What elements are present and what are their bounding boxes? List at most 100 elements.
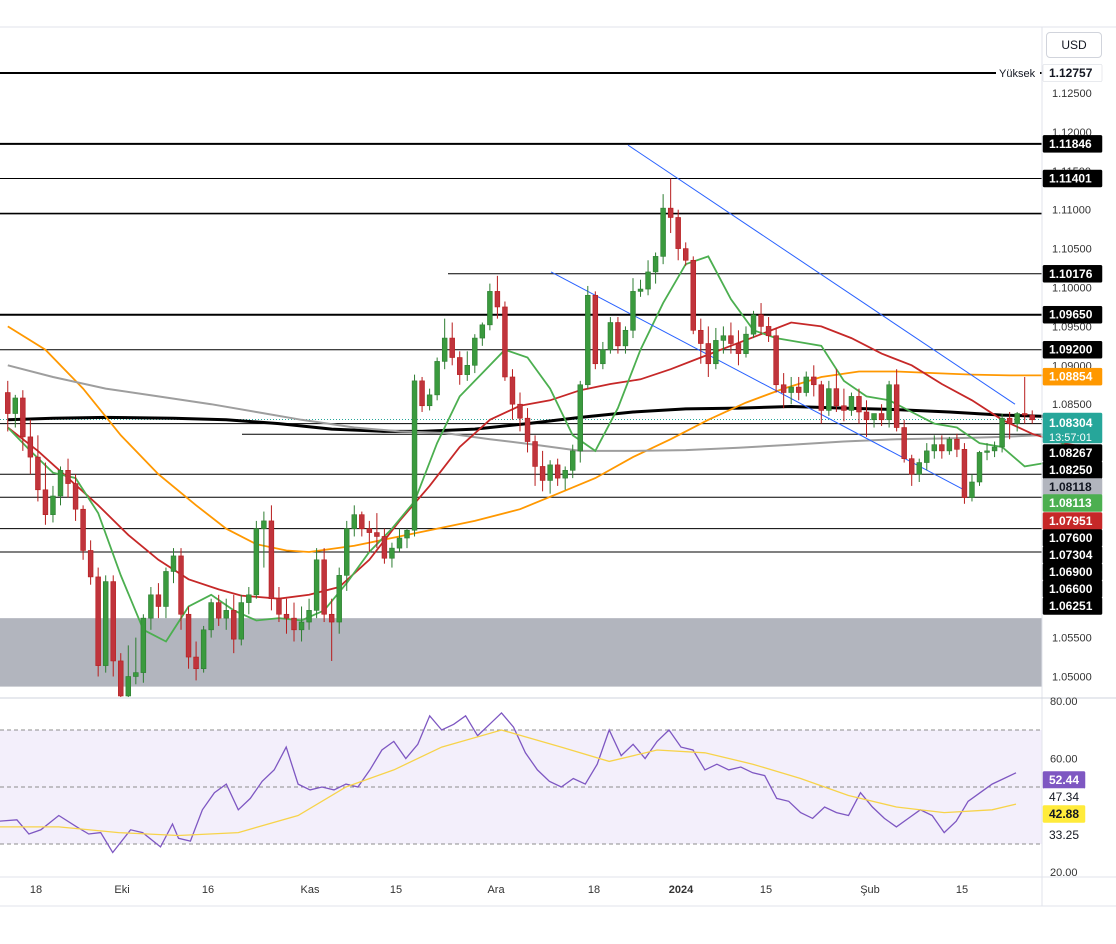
candle-body — [253, 528, 260, 596]
candle-body — [27, 436, 34, 458]
price-label-text: 1.06251 — [1049, 599, 1093, 613]
candle-body — [125, 676, 132, 697]
candle-body — [276, 598, 282, 615]
price-label-text: 1.11846 — [1049, 137, 1092, 151]
candle-body — [517, 403, 523, 419]
price-label-text: 1.08304 — [1049, 416, 1093, 430]
candle-body — [615, 322, 621, 347]
candle-body — [42, 489, 49, 515]
price-axis-tick: 1.12500 — [1052, 88, 1092, 100]
candle-body — [562, 470, 568, 479]
candle-body — [193, 656, 199, 670]
candle-body — [675, 217, 681, 249]
rsi-label-text: 33.25 — [1049, 828, 1079, 842]
candle-body — [283, 613, 290, 619]
candle-body — [374, 532, 380, 537]
candle-body — [411, 380, 418, 531]
candle-body — [577, 384, 583, 452]
candle-body — [554, 464, 561, 479]
candle-body — [667, 207, 674, 218]
candle-body — [291, 617, 297, 631]
candle-body — [298, 621, 305, 631]
candle-body — [313, 559, 320, 611]
candle-body — [698, 329, 704, 344]
candle-body — [359, 514, 365, 529]
time-axis-tick: 18 — [30, 884, 42, 896]
price-label-text: 1.07304 — [1049, 548, 1093, 562]
candle-body — [57, 470, 64, 497]
candle-body — [178, 555, 184, 615]
candle-body — [735, 343, 742, 354]
candle-body — [148, 594, 154, 619]
candle-body — [803, 376, 809, 393]
time-axis-tick: Ara — [487, 884, 505, 896]
candle-body — [419, 380, 425, 407]
trend-channel-line — [627, 144, 1016, 405]
candle-body — [344, 528, 350, 576]
rsi-label-bg — [1042, 826, 1086, 844]
candle-body — [720, 335, 727, 341]
price-label-text: 1.12757 — [1049, 66, 1093, 80]
price-label-text: 1.06600 — [1049, 582, 1093, 596]
candle-body — [570, 450, 576, 471]
candle-body — [472, 337, 478, 366]
candle-body — [908, 458, 915, 475]
time-axis-tick: 16 — [202, 884, 214, 896]
price-axis-tick: 1.08500 — [1052, 399, 1092, 411]
candle-body — [389, 547, 395, 559]
candle-body — [110, 581, 116, 662]
candle-body — [713, 340, 719, 365]
moving-average-line — [7, 321, 1086, 600]
candle-body — [336, 575, 342, 623]
price-label-text: 1.08250 — [1049, 463, 1093, 477]
moving-average-line — [7, 325, 1086, 553]
time-axis-tick: 2024 — [669, 884, 694, 896]
candle-body — [404, 529, 410, 539]
candle-body — [434, 361, 440, 396]
candle-body — [163, 571, 169, 607]
candle-body — [954, 438, 960, 450]
candle-body — [268, 520, 275, 600]
support-zone — [0, 618, 1042, 687]
candle-body — [871, 413, 877, 421]
price-label-text: 1.07951 — [1049, 514, 1093, 528]
price-label-text: 1.09200 — [1049, 343, 1093, 357]
candle-body — [351, 514, 357, 529]
price-label-text: 1.09650 — [1049, 308, 1093, 322]
currency-button[interactable]: USD — [1046, 32, 1102, 58]
price-label-text: 1.08854 — [1049, 370, 1093, 384]
candle-body — [479, 324, 486, 339]
candle-body — [140, 617, 147, 673]
candle-body — [780, 384, 787, 393]
candle-body — [185, 613, 192, 658]
candle-body — [381, 536, 388, 559]
candle-body — [50, 495, 56, 515]
candle-body — [449, 337, 455, 358]
candle-body — [939, 444, 945, 452]
price-label-bg — [1042, 340, 1103, 359]
candle-body — [600, 349, 606, 365]
candle-body — [539, 466, 546, 481]
time-axis-tick: 15 — [956, 884, 968, 896]
moving-average-line — [7, 404, 1086, 433]
candle-body — [886, 384, 892, 421]
candle-body — [660, 207, 666, 257]
candle-body — [72, 483, 79, 510]
candle-body — [630, 291, 636, 331]
price-axis-tick: 1.10500 — [1052, 244, 1092, 256]
candle-body — [1021, 413, 1028, 416]
candle-body — [856, 396, 862, 413]
price-label-bg — [1042, 367, 1103, 386]
candle-body — [946, 438, 953, 452]
rsi-label-bg — [1042, 805, 1086, 823]
candle-body — [833, 388, 840, 407]
candle-body — [487, 291, 493, 326]
candle-body — [215, 602, 222, 619]
rsi-series-line — [0, 711, 1017, 854]
candle-body — [796, 386, 802, 393]
candle-body — [12, 397, 19, 414]
price-label-bg — [1042, 305, 1103, 324]
candle-body — [80, 508, 86, 551]
